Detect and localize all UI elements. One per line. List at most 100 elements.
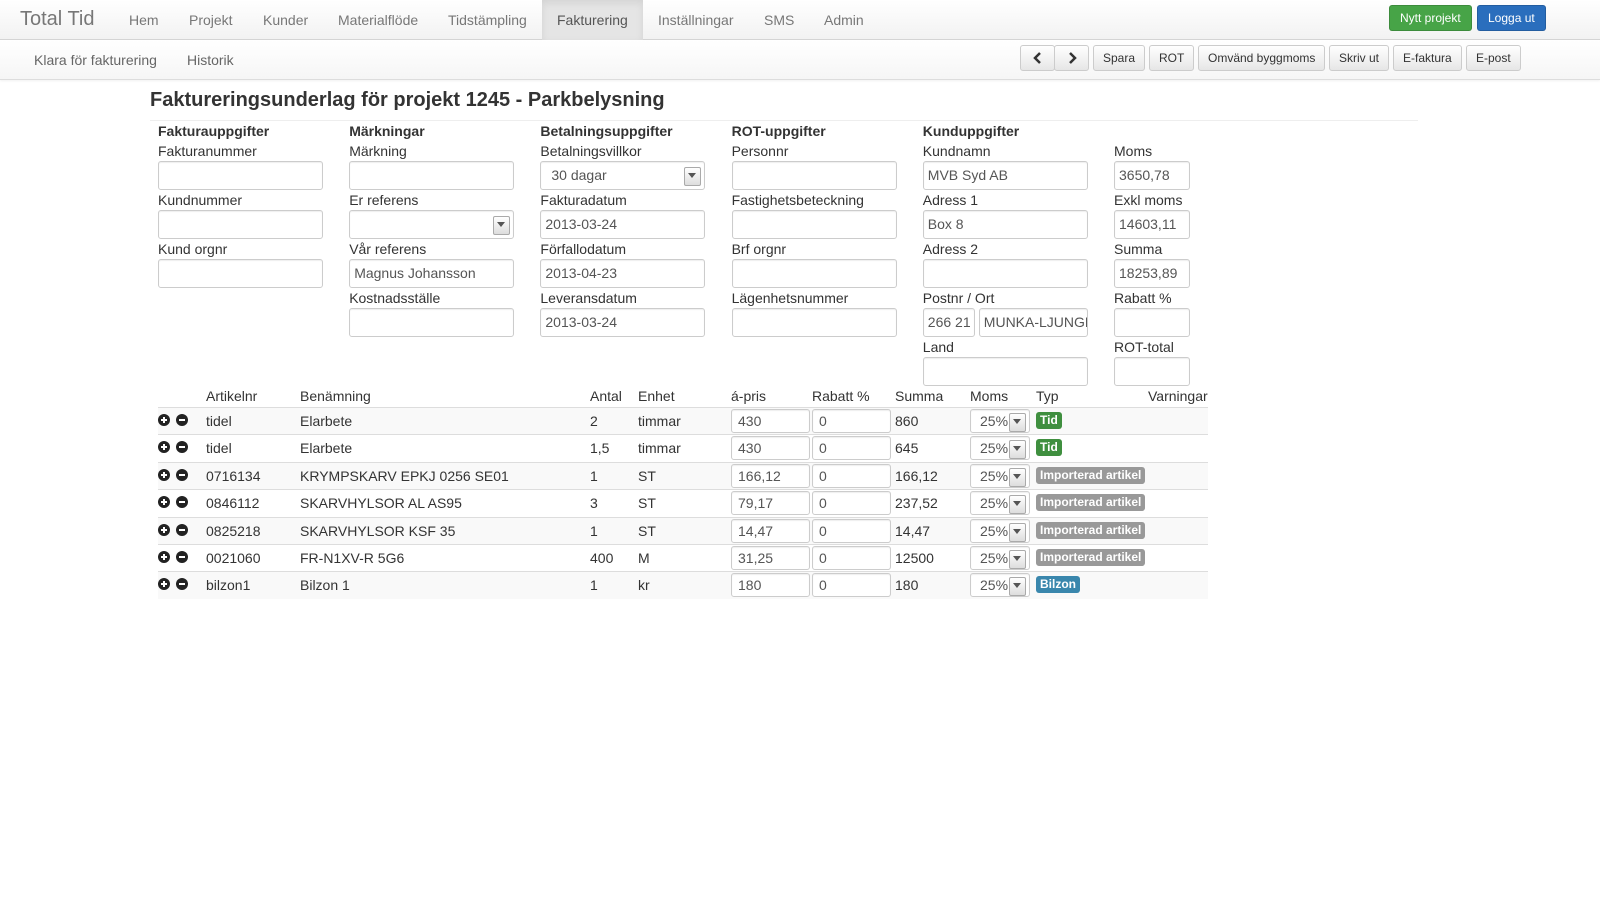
text-input[interactable]: 0 (812, 546, 891, 570)
text-input[interactable]: 0 (812, 573, 891, 598)
text-input[interactable] (731, 210, 897, 239)
text-input[interactable]: 430 (731, 409, 810, 433)
row-actions[interactable] (158, 414, 192, 428)
text-input[interactable]: MUNKA-LJUNGBY (978, 308, 1088, 337)
nav-item[interactable]: Fakturering (542, 0, 643, 40)
text-input[interactable] (349, 308, 515, 337)
select[interactable]: 25% (970, 546, 1030, 570)
nav-item[interactable]: Projekt (189, 12, 233, 28)
column-header: Benämning (300, 388, 371, 404)
toolbar-button[interactable]: E-faktura (1393, 45, 1462, 71)
text-input[interactable]: 31,25 (731, 546, 810, 570)
select[interactable]: 30 dagar (540, 161, 706, 190)
select[interactable] (349, 210, 515, 239)
text-input[interactable] (922, 259, 1088, 288)
text-input[interactable] (158, 259, 323, 288)
text-input[interactable]: 0 (812, 518, 891, 543)
row-actions[interactable] (158, 496, 192, 510)
text-input[interactable] (1114, 357, 1190, 386)
nav-item[interactable]: Inställningar (658, 12, 734, 28)
brand[interactable]: Total Tid (20, 8, 95, 30)
text-input[interactable]: 3650,78 (1114, 161, 1190, 190)
toolbar-button[interactable]: E-post (1466, 45, 1521, 71)
add-row[interactable] (158, 468, 170, 481)
table-cell: timmar (638, 440, 681, 457)
nav-button[interactable]: Nytt projekt (1389, 5, 1472, 31)
nav-button[interactable]: Logga ut (1477, 5, 1546, 31)
text-input[interactable]: 430 (731, 436, 810, 461)
text-input[interactable]: 2013-03-24 (540, 210, 706, 239)
text-input[interactable]: 0 (812, 491, 891, 516)
text-input[interactable] (731, 259, 897, 288)
text-input[interactable] (922, 357, 1088, 386)
row-actions[interactable] (158, 468, 192, 483)
select-arrow (1009, 495, 1026, 515)
text-input[interactable]: 180 (731, 573, 810, 598)
select[interactable]: 25% (970, 436, 1030, 461)
nav-item[interactable]: Hem (129, 12, 159, 28)
text-input[interactable] (349, 161, 515, 190)
text-input[interactable]: 14,47 (731, 518, 810, 543)
text-input[interactable]: Box 8 (922, 210, 1088, 239)
nav-item[interactable]: Kunder (263, 12, 309, 28)
text-input[interactable]: Magnus Johansson (349, 259, 515, 288)
add-row[interactable] (158, 551, 170, 563)
text-input[interactable]: 266 21 (922, 308, 975, 337)
add-row[interactable] (158, 414, 170, 426)
text-input[interactable]: 2013-04-23 (540, 259, 706, 288)
table-cell: bilzon1 (206, 577, 251, 594)
row-actions[interactable] (158, 578, 192, 592)
field-label: Fakturadatum (540, 192, 627, 208)
select[interactable]: 25% (970, 491, 1030, 516)
text-input[interactable] (1114, 308, 1190, 337)
add-row[interactable] (158, 523, 170, 536)
text-input[interactable]: 166,12 (731, 463, 810, 488)
text-input[interactable]: 0 (812, 436, 891, 461)
select[interactable]: 25% (970, 573, 1030, 598)
row-actions[interactable] (158, 441, 192, 455)
remove-row[interactable] (176, 523, 188, 536)
row-actions[interactable] (158, 523, 192, 538)
select[interactable]: 25% (970, 409, 1030, 433)
text-input[interactable] (731, 308, 897, 337)
toolbar-button[interactable]: ROT (1149, 45, 1195, 71)
select[interactable]: 25% (970, 463, 1030, 488)
select-arrow (1009, 413, 1026, 432)
nav-item[interactable]: Tidstämpling (448, 12, 527, 28)
subnav-item[interactable]: Klara för fakturering (34, 52, 157, 68)
add-row[interactable] (158, 496, 170, 509)
remove-row[interactable] (176, 578, 188, 591)
text-input[interactable] (158, 161, 323, 190)
field-label: Märkning (349, 143, 407, 159)
nav-item[interactable]: Admin (824, 12, 864, 28)
toolbar-button[interactable]: Omvänd byggmoms (1198, 45, 1326, 71)
remove-row[interactable] (176, 441, 188, 454)
add-row[interactable] (158, 441, 170, 454)
type-badge: Bilzon (1036, 576, 1080, 594)
text-input[interactable]: 0 (812, 463, 891, 488)
text-input[interactable]: 79,17 (731, 491, 810, 516)
text-input[interactable] (731, 161, 897, 190)
text-input[interactable]: MVB Syd AB (922, 161, 1088, 190)
select[interactable]: 25% (970, 518, 1030, 543)
column-header: Typ (1036, 388, 1059, 404)
next-button[interactable] (1054, 45, 1089, 71)
prev-button[interactable] (1020, 45, 1055, 71)
remove-row[interactable] (176, 414, 188, 426)
row-actions[interactable] (158, 551, 192, 565)
remove-row[interactable] (176, 551, 188, 563)
toolbar-button[interactable]: Spara (1093, 45, 1146, 71)
nav-item[interactable]: SMS (764, 12, 795, 28)
remove-row[interactable] (176, 468, 188, 481)
text-input[interactable]: 14603,11 (1114, 210, 1190, 239)
text-input[interactable]: 0 (812, 409, 891, 433)
text-input[interactable]: 2013-03-24 (540, 308, 706, 337)
subnav-item[interactable]: Historik (187, 52, 234, 68)
remove-row[interactable] (176, 496, 188, 509)
nav-item[interactable]: Materialflöde (338, 12, 419, 28)
toolbar-button[interactable]: Skriv ut (1329, 45, 1390, 71)
text-input[interactable] (158, 210, 323, 239)
add-row[interactable] (158, 578, 170, 591)
text-input[interactable]: 18253,89 (1114, 259, 1190, 288)
type-badge: Importerad artikel (1036, 466, 1146, 484)
